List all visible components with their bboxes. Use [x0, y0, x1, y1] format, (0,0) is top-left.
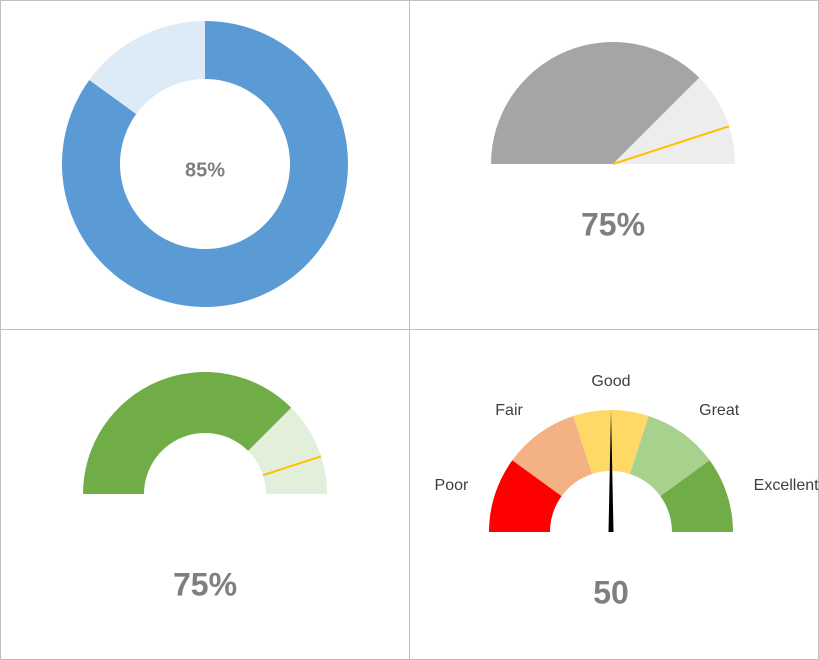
band-label: Fair [495, 402, 523, 419]
band-label: Great [699, 402, 740, 419]
slice [89, 20, 205, 115]
value-label: 75% [581, 206, 645, 242]
slice [83, 371, 292, 494]
slice [62, 21, 349, 307]
slice [491, 41, 700, 164]
target-line [262, 455, 322, 477]
slice [629, 415, 710, 497]
slice [248, 407, 327, 494]
value-label: 75% [173, 566, 237, 602]
target-line [612, 125, 730, 165]
slice [613, 77, 735, 164]
slice [489, 460, 562, 532]
band-label: Excellent [754, 477, 819, 494]
band-label: Good [591, 373, 630, 390]
value-label: 50 [593, 574, 629, 610]
band-label: Poor [435, 477, 469, 494]
needle [608, 410, 614, 532]
value-label: 85% [185, 159, 225, 181]
slice [660, 460, 733, 532]
slice [512, 415, 593, 497]
